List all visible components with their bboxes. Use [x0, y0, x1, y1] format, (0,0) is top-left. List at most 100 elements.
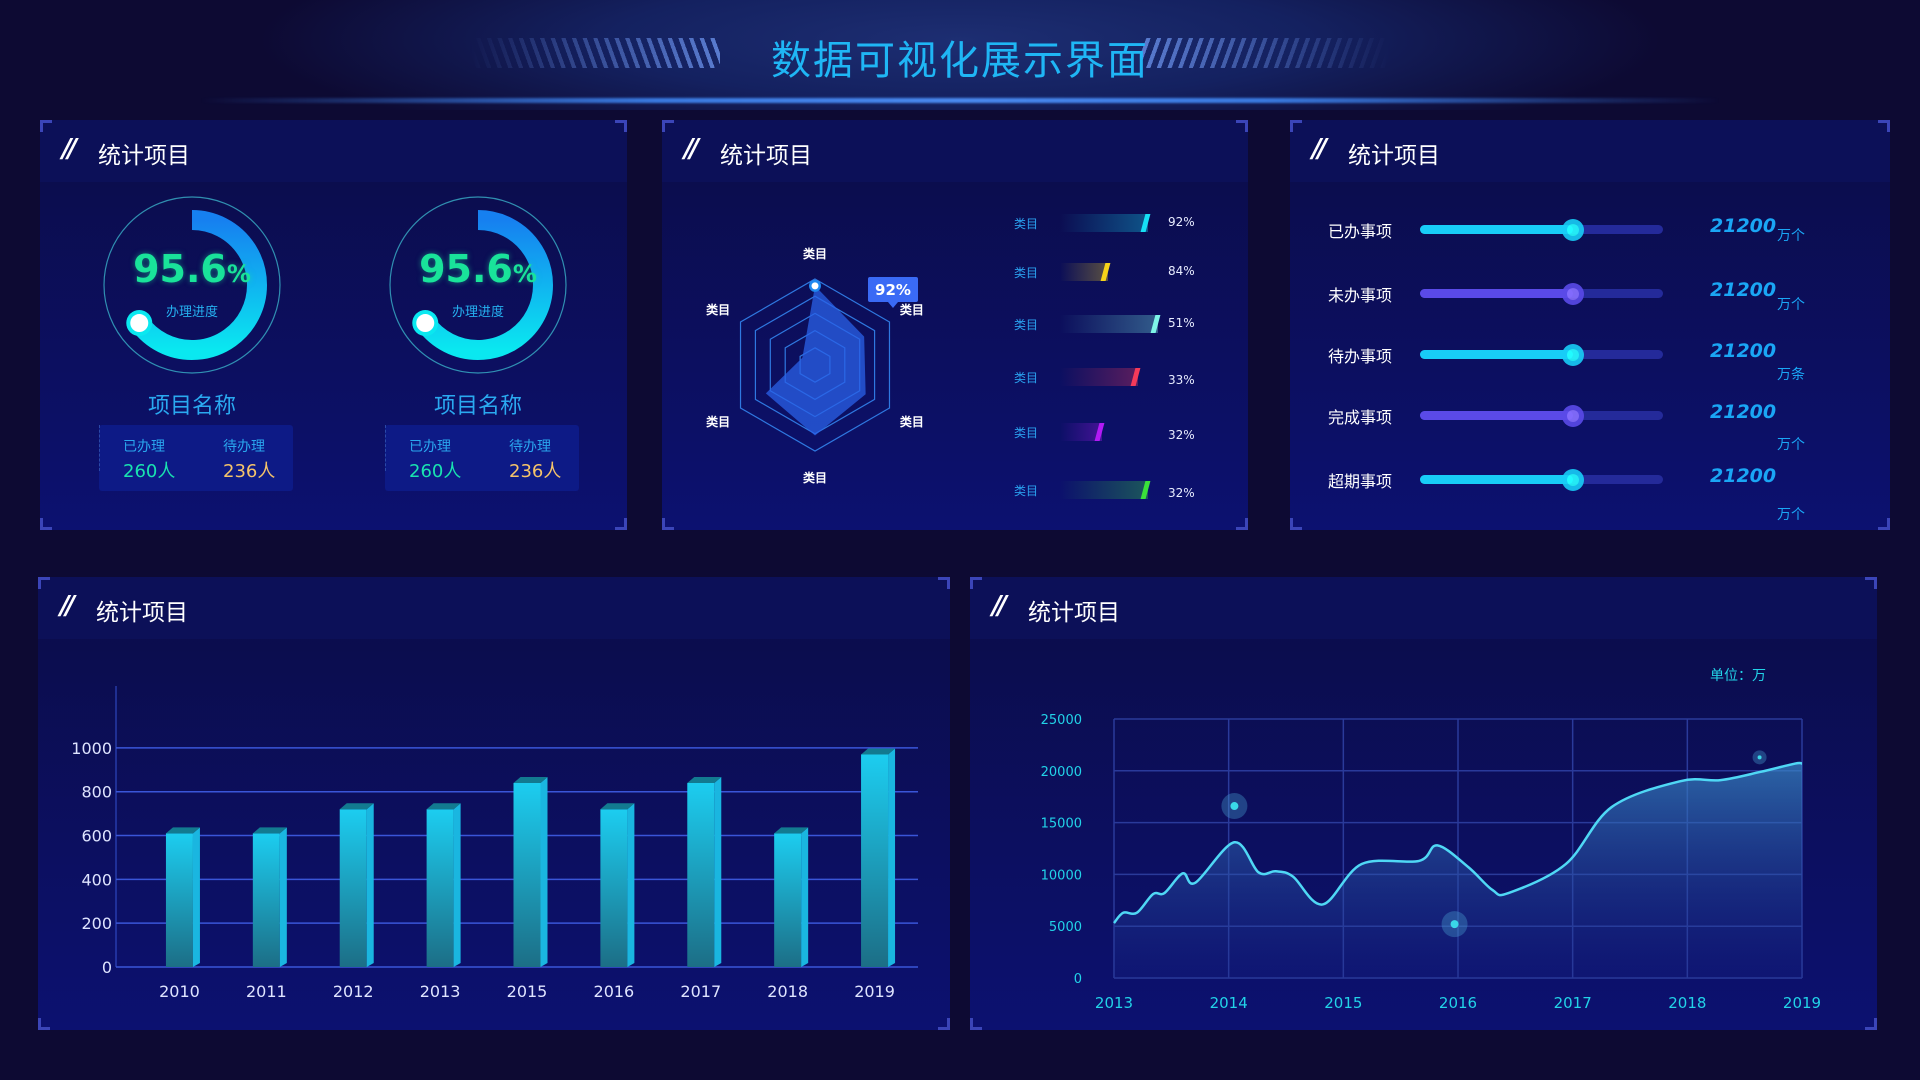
y-tick-label: 10000 — [1041, 868, 1082, 883]
corner-decoration — [662, 120, 674, 132]
item-unit: 万个 — [1777, 228, 1805, 244]
done-value: 260人 — [123, 461, 176, 482]
marker-point — [1752, 750, 1767, 765]
item-value: 21200 — [1710, 215, 1777, 237]
radar-indicator-label: 类目 — [803, 246, 827, 261]
item-unit: 万个 — [1777, 507, 1805, 523]
corner-decoration — [1878, 120, 1890, 132]
panel-bar-chart: // 统计项目 0 200 400 600 800 1000 2010 2011 2012 201… — [38, 577, 950, 1030]
bar — [774, 827, 809, 967]
corner-decoration — [1236, 518, 1248, 530]
panel-header: // 统计项目 — [1290, 120, 1890, 182]
item-slider-knob[interactable] — [1562, 218, 1585, 241]
bar — [861, 748, 896, 967]
done-label: 已办理 — [123, 439, 165, 455]
bar — [600, 803, 635, 967]
progress-bar — [1060, 368, 1141, 386]
slash-icon: // — [62, 134, 77, 164]
x-tick-label: 2015 — [1324, 994, 1362, 1012]
item-slider[interactable] — [1420, 343, 1663, 366]
y-tick-label: 1000 — [71, 739, 112, 758]
progress-arc — [131, 210, 267, 360]
progress-caption: 办理进度 — [165, 305, 218, 320]
item-slider-fill — [1420, 350, 1574, 359]
item-label: 未办事项 — [1328, 286, 1393, 305]
progress-unit: % — [226, 260, 251, 288]
item-unit: 万个 — [1777, 437, 1805, 453]
bar-chart: 0 200 400 600 800 1000 2010 2011 2012 2013 2015 201… — [71, 686, 918, 1001]
radar-area — [765, 285, 866, 436]
progress-bar — [1060, 263, 1111, 281]
bar-label: 类目 — [1014, 426, 1039, 440]
bar — [252, 827, 287, 967]
bar-label: 类目 — [1014, 266, 1039, 280]
bar-label: 类目 — [1014, 484, 1039, 498]
panel-line-chart: // 统计项目 单位：万 0 5000 10000 15000 20000 25000 20… — [970, 577, 1877, 1030]
item-slider[interactable] — [1420, 282, 1663, 305]
corner-decoration — [662, 518, 674, 530]
item-slider[interactable] — [1420, 218, 1663, 241]
corner-decoration — [1290, 518, 1302, 530]
item-slider-knob[interactable] — [1562, 468, 1585, 491]
item-label: 待办事项 — [1328, 347, 1393, 366]
y-tick-label: 600 — [81, 827, 112, 846]
radar-grid-ring — [739, 278, 891, 452]
bar — [339, 803, 374, 967]
x-tick-label: 2017 — [680, 982, 721, 1001]
x-tick-label: 2011 — [246, 982, 287, 1001]
bar — [165, 827, 200, 967]
radar-indicator-label: 类目 — [706, 302, 730, 317]
corner-decoration — [938, 577, 950, 589]
bar-percent: 33% — [1168, 373, 1195, 387]
item-unit: 万条 — [1777, 367, 1805, 383]
item-slider[interactable] — [1420, 404, 1663, 427]
area-fill — [1114, 762, 1802, 978]
panel-header: // 统计项目 — [970, 577, 1877, 639]
item-label: 已办事项 — [1328, 222, 1393, 241]
x-tick-label: 2018 — [1668, 994, 1706, 1012]
y-tick-label: 25000 — [1041, 713, 1082, 728]
x-tick-label: 2014 — [1210, 994, 1248, 1012]
item-unit: 万个 — [1777, 297, 1805, 313]
item-value: 21200 — [1710, 279, 1777, 301]
item-slider-knob[interactable] — [1562, 343, 1585, 366]
y-tick-label: 800 — [81, 783, 112, 802]
radar-tooltip-text: 92% — [875, 281, 911, 299]
panel-title: 统计项目 — [720, 143, 812, 169]
y-tick-label: 200 — [81, 914, 112, 933]
progress-value: 95.6% — [97, 247, 287, 291]
corner-decoration — [1865, 1018, 1877, 1030]
done-label: 已办理 — [409, 439, 451, 455]
panel-header: // 统计项目 — [662, 120, 1248, 182]
line-chart: 0 5000 10000 15000 20000 25000 2013 2014 2015 201… — [1041, 713, 1821, 1012]
bar-percent: 32% — [1168, 486, 1195, 500]
stats-box: 已办理 260人 待办理 236人 — [99, 425, 293, 491]
ring-outline — [389, 196, 567, 374]
panel-radar: // 统计项目 92% 类目 类目 类目 类目 类目 类目 类目 92% 类目 84% 类目 51% 类… — [662, 120, 1248, 530]
bar-percent: 92% — [1168, 215, 1195, 229]
panel-header: // 统计项目 — [38, 577, 950, 639]
progress-ring — [389, 196, 567, 374]
bar-percent: 51% — [1168, 316, 1195, 330]
bar — [687, 776, 722, 967]
unit-label: 单位：万 — [1710, 668, 1766, 684]
panel-title: 统计项目 — [96, 600, 188, 626]
ring-outline — [103, 196, 281, 374]
corner-decoration — [1865, 577, 1877, 589]
item-slider[interactable] — [1420, 468, 1663, 491]
marker-point — [1221, 793, 1248, 820]
bar — [426, 803, 461, 967]
page-title: 数据可视化展示界面 — [771, 38, 1149, 84]
item-label: 超期事项 — [1328, 472, 1393, 491]
corner-decoration — [38, 1018, 50, 1030]
header-stripes-left — [470, 38, 720, 68]
pending-value: 236人 — [223, 461, 276, 482]
project-name: 项目名称 — [433, 394, 522, 419]
item-slider-knob[interactable] — [1562, 282, 1585, 305]
radar-indicator-label: 类目 — [900, 414, 924, 429]
y-tick-label: 20000 — [1041, 765, 1082, 780]
item-slider-knob[interactable] — [1562, 404, 1585, 427]
pending-label: 待办理 — [223, 439, 265, 455]
panel-progress: // 统计项目 95.6% 办理进度 项目名称 已办理 260人 待办理 236人 95.6%… — [40, 120, 627, 530]
